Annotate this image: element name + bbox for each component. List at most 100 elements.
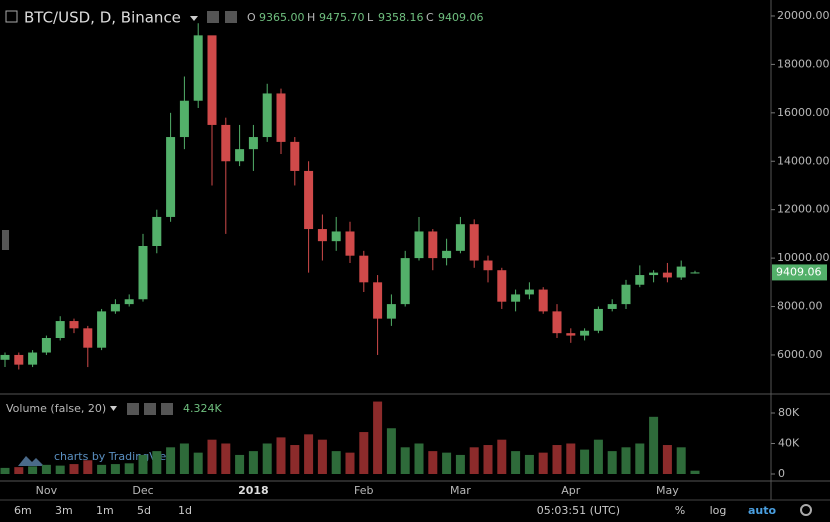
volume-bar (662, 445, 672, 474)
volume-bar (497, 439, 507, 474)
candle-body (97, 311, 107, 348)
y-tick-label: 18000.00 (777, 57, 830, 70)
volume-bar (97, 464, 107, 474)
candle-body (304, 170, 314, 230)
y-tick-label: 12000.00 (777, 203, 830, 216)
eye-icon[interactable] (207, 11, 219, 23)
x-tick-label: 2018 (238, 484, 269, 497)
volume-bar (69, 464, 79, 474)
candle-body (538, 289, 548, 312)
y-tick-label: 6000.00 (777, 348, 823, 361)
volume-bar (152, 451, 162, 474)
candle-body (290, 141, 300, 171)
auto-button[interactable]: auto (748, 504, 777, 517)
volume-bar (166, 447, 176, 474)
percent-button[interactable]: % (675, 504, 685, 517)
volume-bar (621, 447, 631, 474)
y-tick-label: 10000.00 (777, 251, 830, 264)
tv-logo (18, 456, 44, 466)
range-button[interactable]: 6m (14, 504, 32, 517)
range-button[interactable]: 3m (55, 504, 73, 517)
range-button[interactable]: 1m (96, 504, 114, 517)
volume-bar (345, 452, 355, 474)
candle-body (166, 137, 176, 217)
range-button[interactable]: 5d (137, 504, 151, 517)
candle-body (28, 352, 38, 365)
volume-eye-icon[interactable] (127, 403, 139, 415)
volume-bar (455, 454, 465, 474)
h-label: H (307, 11, 315, 24)
candle-body (635, 275, 645, 285)
candle-body (690, 272, 700, 274)
candle-body (483, 260, 493, 271)
range-button[interactable]: 1d (178, 504, 192, 517)
volume-bar (14, 467, 24, 474)
volume-bar (331, 451, 341, 474)
volume-bar (511, 451, 521, 474)
x-tick-label: Nov (36, 484, 58, 497)
candle-body (138, 245, 148, 300)
candle-body (0, 354, 10, 360)
log-button[interactable]: log (710, 504, 727, 517)
volume-bar (0, 467, 10, 474)
y-tick-label: 16000.00 (777, 106, 830, 119)
volume-bar (386, 428, 396, 474)
volume-bar (193, 452, 203, 474)
candle-body (331, 231, 341, 242)
volume-dropdown[interactable] (110, 406, 117, 411)
settings-button[interactable] (800, 504, 812, 516)
candle-body (41, 338, 51, 353)
candle-body (414, 231, 424, 259)
x-tick-label: May (656, 484, 679, 497)
close-value: 9409.06 (438, 11, 484, 24)
minimize-icon[interactable] (5, 10, 18, 23)
volume-bar (221, 443, 231, 474)
volume-settings-icon[interactable] (144, 403, 156, 415)
volume-bar (83, 460, 93, 474)
x-tick-label: Mar (450, 484, 471, 497)
candle-body (235, 149, 245, 162)
volume-remove-icon[interactable] (161, 403, 173, 415)
c-label: C (426, 11, 434, 24)
candle-body (566, 333, 576, 336)
volume-bar (373, 401, 383, 474)
volume-bar (262, 443, 272, 474)
y2-tick-label: 40K (778, 436, 800, 449)
symbol-dropdown[interactable] (190, 16, 198, 21)
volume-bar (207, 439, 217, 474)
candle-body (373, 282, 383, 319)
y-tick-label: 20000.00 (777, 9, 830, 22)
volume-title[interactable]: Volume (false, 20) (6, 402, 106, 415)
candle-body (207, 35, 217, 125)
collapse-handle[interactable] (2, 230, 9, 250)
candle-body (248, 137, 258, 150)
candle-body (469, 224, 479, 261)
candle-body (14, 354, 24, 365)
settings-icon[interactable] (225, 11, 237, 23)
volume-bar (317, 439, 327, 474)
candle-body (262, 93, 272, 138)
candle-body (428, 231, 438, 259)
volume-bar (580, 449, 590, 474)
volume-bar (235, 454, 245, 474)
candle-body (455, 224, 465, 251)
y-tick-label: 14000.00 (777, 154, 830, 167)
volume-bar (538, 452, 548, 474)
volume-bar (276, 437, 286, 474)
candle-body (621, 284, 631, 305)
candle-body (124, 299, 134, 305)
y2-tick-label: 0 (778, 467, 785, 480)
symbol[interactable]: BTC/USD, D, Binance (24, 9, 181, 27)
volume-bar (552, 445, 562, 474)
candle-body (152, 216, 162, 246)
low-value: 9358.16 (378, 11, 424, 24)
volume-bar (55, 465, 65, 474)
candle-body (193, 35, 203, 101)
volume-bar (28, 466, 38, 474)
volume-bar (635, 443, 645, 474)
volume-bar (414, 443, 424, 474)
candle-body (497, 270, 507, 302)
candle-body (676, 266, 686, 278)
volume-bar (524, 454, 534, 474)
